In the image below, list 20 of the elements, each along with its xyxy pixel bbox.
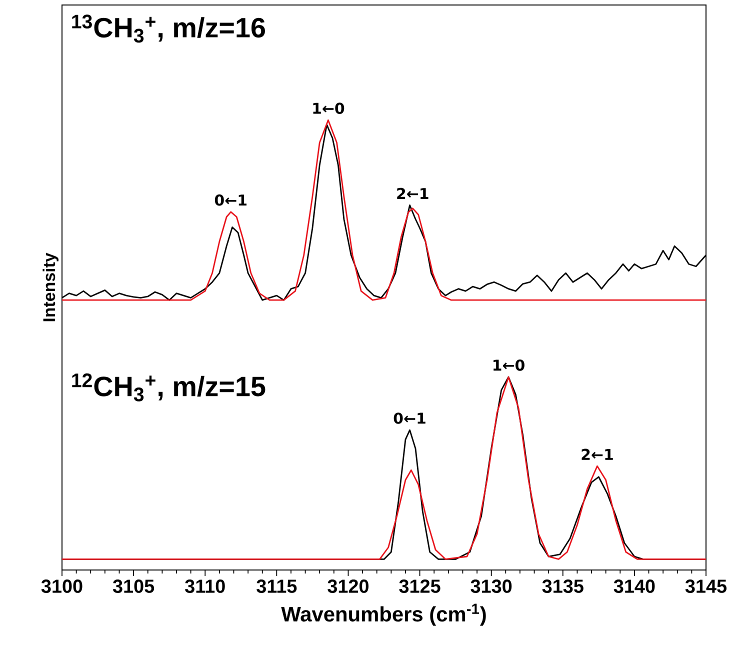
annotation: 0←1 [394, 412, 426, 424]
x-tick-label: 3105 [112, 580, 154, 593]
x-tick-label: 3125 [399, 580, 440, 593]
x-tick-label: 3130 [470, 580, 512, 593]
x-tick-label: 3110 [185, 580, 225, 593]
x-tick-label: 3115 [256, 580, 297, 593]
annotation: 1←0 [313, 102, 344, 114]
x-tick-label: 3135 [542, 580, 584, 593]
text: $^{13}$CH$_{3}$$^{+}$, m/z=16 [72, 14, 265, 43]
x-tick-label: 3140 [614, 580, 655, 593]
x-tick-label: 3100 [41, 580, 82, 593]
annotation: 1←0 [494, 360, 524, 371]
annotation: 0←1 [214, 194, 246, 206]
annotation: $^{12}$CH$_{3}$$^{+}$, m/z=15 [72, 373, 266, 402]
y-axis-title: Intensity [42, 252, 58, 322]
x-tick-label: 3120 [328, 580, 368, 593]
annotation: 2←1 [397, 188, 428, 199]
x-tick-label: 3145 [685, 580, 727, 593]
x-axis-title: Wavenumbers (cm$^{-1}$) [281, 604, 486, 626]
annotation: 2←1 [582, 448, 613, 460]
